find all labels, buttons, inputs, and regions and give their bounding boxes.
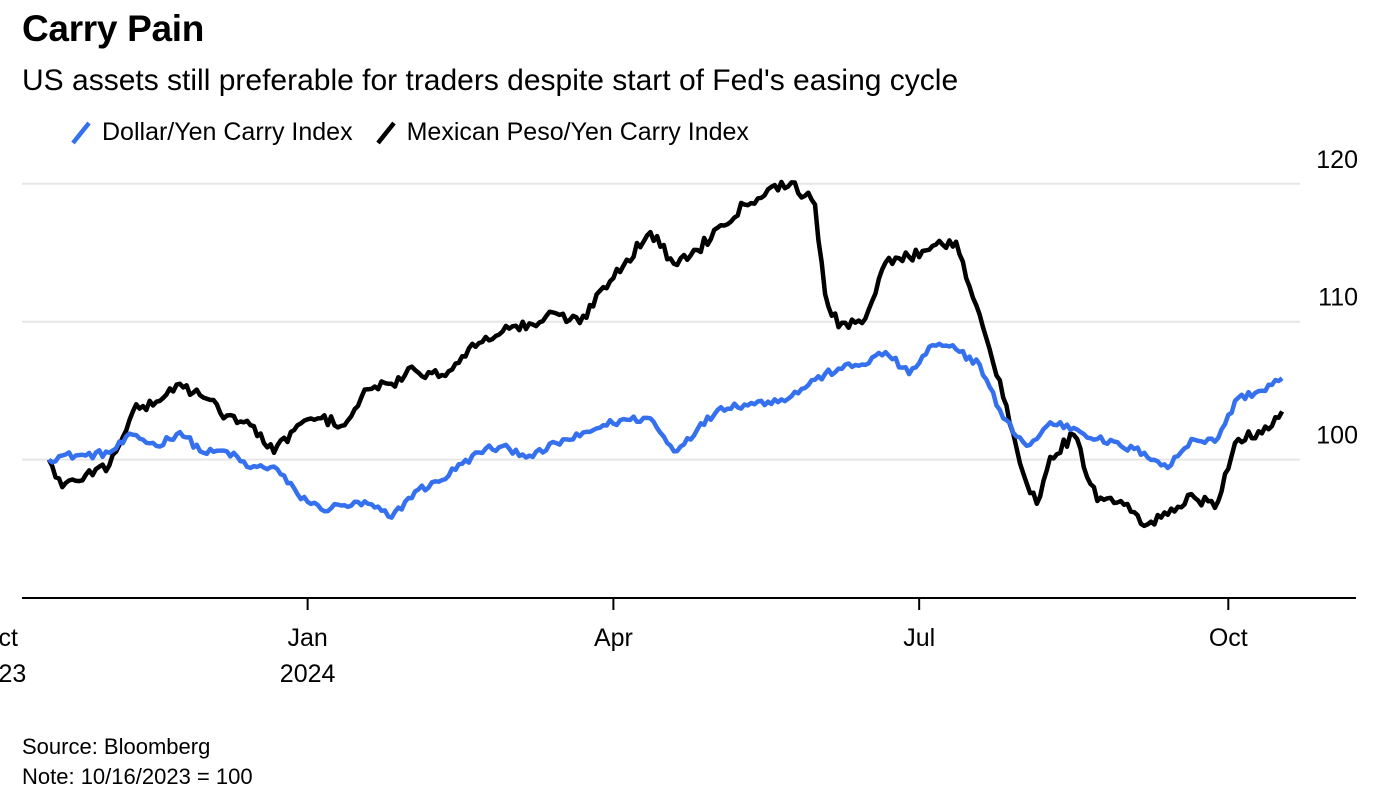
legend-item-peso: Mexican Peso/Yen Carry Index: [375, 118, 749, 147]
series-line-dollar-yen: [47, 341, 1284, 520]
x-tick-sublabel-1: 2024: [280, 660, 336, 688]
source-note: Source: Bloomberg: [22, 734, 211, 759]
y-tick-label-120: 120: [1316, 146, 1358, 174]
x-tick-label-4: Oct: [1209, 624, 1248, 652]
legend-swatch-peso: [375, 121, 396, 144]
x-tick-label-2: Apr: [594, 624, 633, 652]
x-tick-sublabel-0: 2023: [0, 660, 26, 688]
legend: Dollar/Yen Carry Index Mexican Peso/Yen …: [70, 118, 771, 147]
chart-title: Carry Pain: [22, 8, 205, 49]
legend-swatch-dollar: [71, 121, 91, 144]
series-line-peso-yen: [46, 179, 1285, 529]
x-axis: Oct 2023 Jan 2024 Apr Jul Oct: [0, 597, 1356, 688]
x-tick-label-0: Oct: [0, 624, 18, 652]
y-tick-label-110: 110: [1318, 284, 1358, 312]
gridlines: [22, 182, 1300, 461]
y-axis-labels: 100 110 120: [1316, 146, 1358, 450]
chart-subtitle: US assets still preferable for traders d…: [22, 64, 959, 97]
legend-item-dollar: Dollar/Yen Carry Index: [70, 118, 353, 147]
x-tick-label-1: Jan: [287, 624, 327, 652]
data-note: Note: 10/16/2023 = 100: [22, 764, 253, 789]
legend-label-dollar: Dollar/Yen Carry Index: [102, 118, 353, 146]
legend-label-peso: Mexican Peso/Yen Carry Index: [406, 118, 749, 146]
y-tick-label-100: 100: [1316, 422, 1358, 450]
series-lines: [46, 179, 1285, 529]
line-chart: Oct 2023 Jan 2024 Apr Jul Oct 100 110 120: [0, 146, 1358, 688]
x-tick-label-3: Jul: [903, 624, 935, 652]
